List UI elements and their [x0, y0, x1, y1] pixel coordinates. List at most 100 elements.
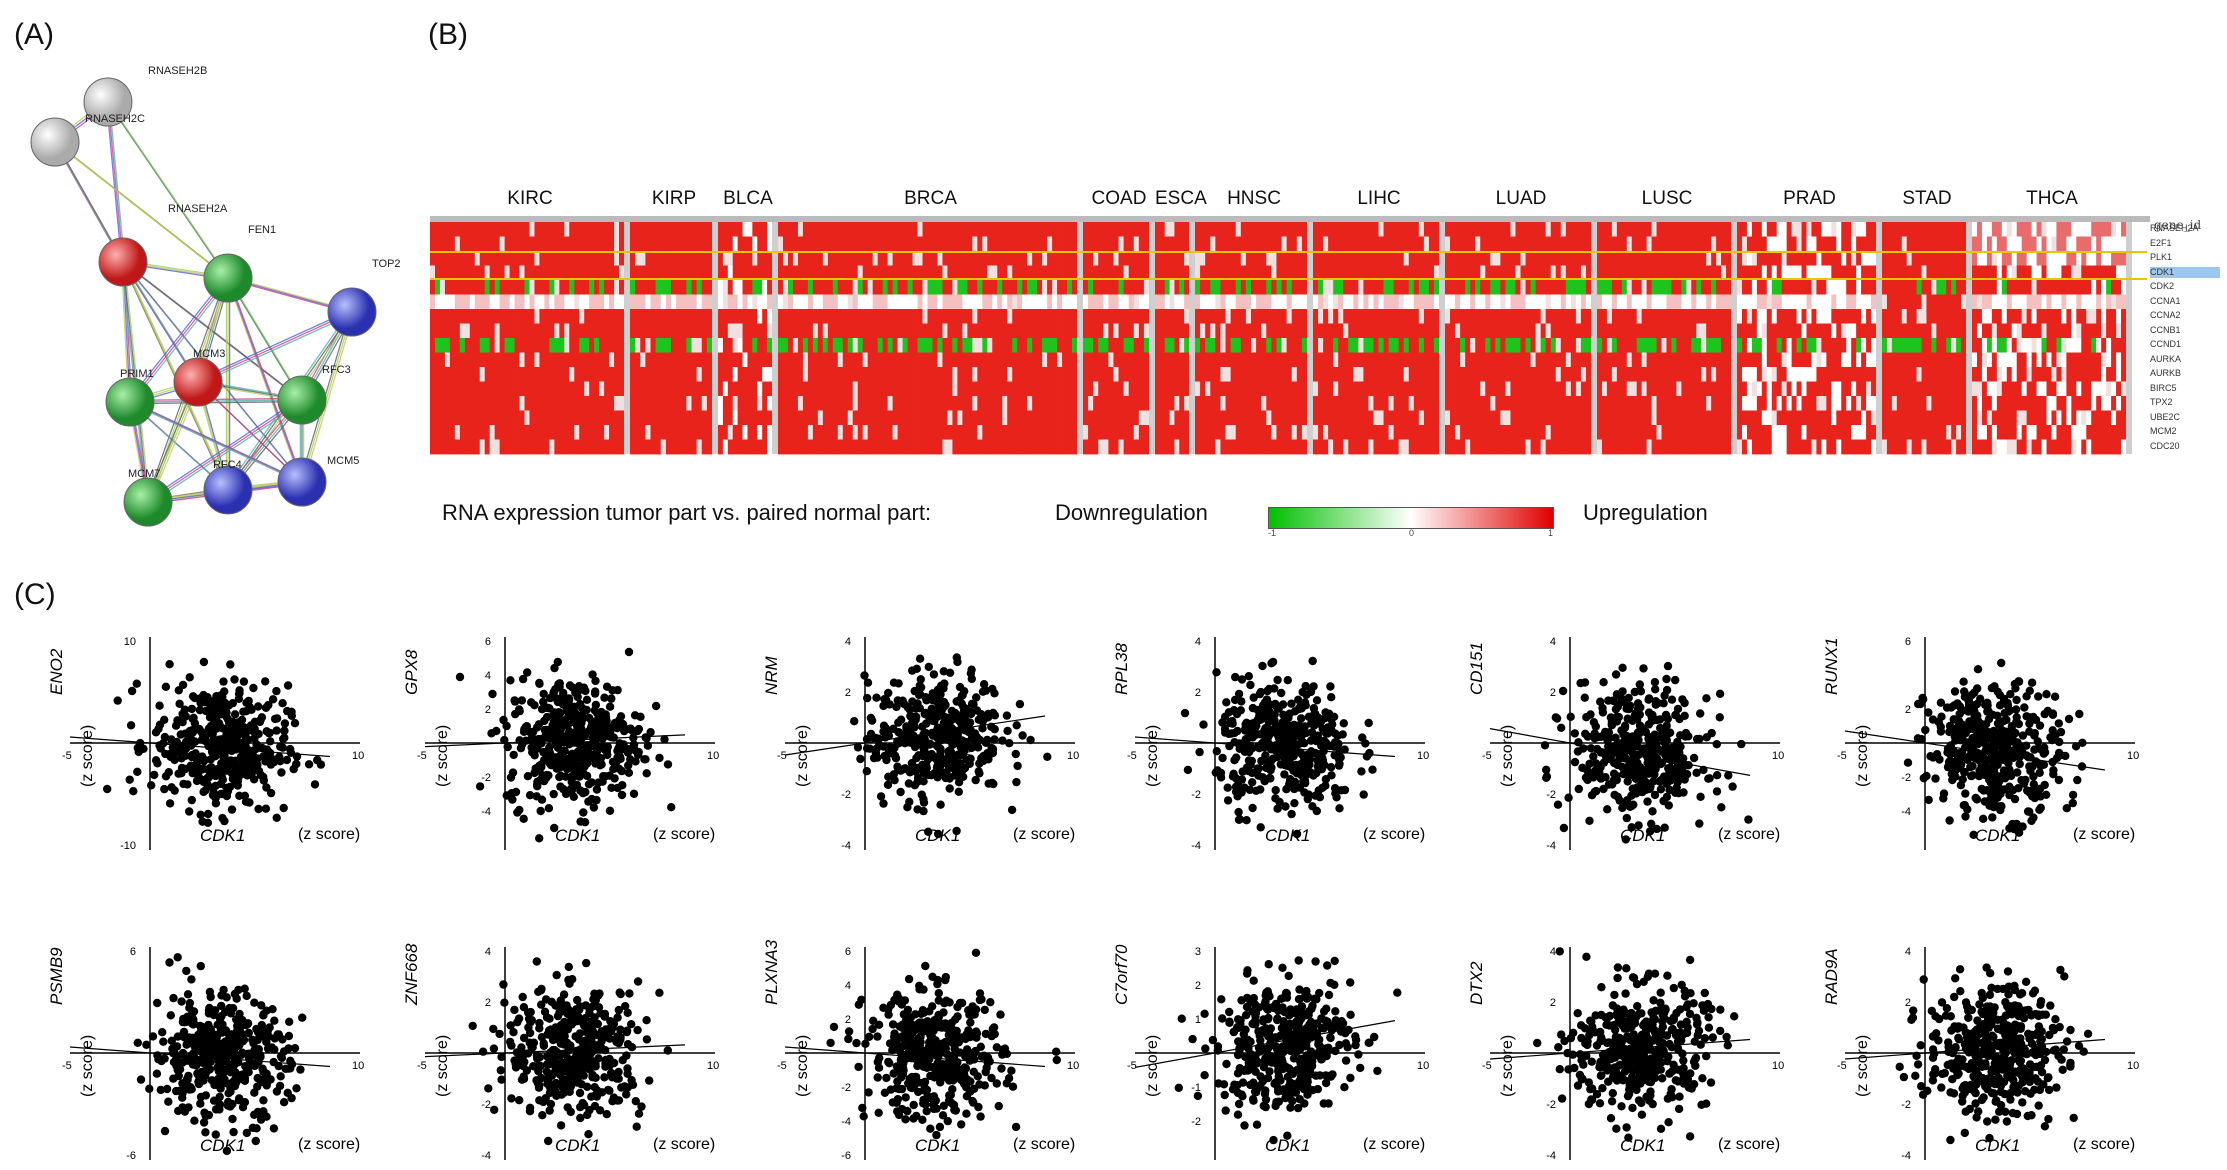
heatmap-cell: [1313, 440, 1318, 455]
heatmap-cell: [1358, 338, 1363, 353]
heatmap-cell: [1691, 353, 1696, 368]
heatmap-cell: [1716, 324, 1721, 339]
heatmap-cell: [738, 295, 743, 310]
heatmap-cell: [987, 280, 992, 295]
heatmap-cell: [661, 338, 667, 353]
heatmap-cell: [1500, 251, 1505, 266]
heatmap-cell: [559, 222, 564, 237]
heatmap-cell: [1662, 367, 1667, 382]
heatmap-cell: [1103, 222, 1108, 237]
heatmap-cell: [1802, 382, 1807, 397]
heatmap-cell: [440, 295, 445, 310]
heatmap-cell: [1617, 324, 1622, 339]
heatmap-cell: [1642, 237, 1647, 252]
heatmap-cell: [903, 280, 908, 295]
heatmap-cell: [1480, 440, 1485, 455]
heatmap-cell: [1052, 367, 1057, 382]
heatmap-cell: [1072, 280, 1077, 295]
heatmap-cell: [445, 251, 450, 266]
heatmap-cell: [788, 222, 793, 237]
heatmap-cell: [1098, 295, 1103, 310]
heatmap-cell: [1597, 353, 1602, 368]
heatmap-cell: [1851, 222, 1856, 237]
heatmap-cell: [1226, 338, 1231, 353]
heatmap-cell: [435, 251, 440, 266]
heatmap-cell: [738, 222, 743, 237]
heatmap-cell: [1997, 367, 2002, 382]
heatmap-cell: [645, 251, 651, 266]
heatmap-cell: [1348, 222, 1353, 237]
heatmap-cell: [1271, 222, 1276, 237]
heatmap-cell: [1358, 222, 1363, 237]
heatmap-header-strip: [430, 216, 2150, 222]
heatmap-cell: [656, 222, 662, 237]
heatmap-cell: [937, 222, 942, 237]
heatmap-cell: [918, 338, 923, 353]
heatmap-cell: [1866, 237, 1871, 252]
heatmap-cell: [1134, 237, 1139, 252]
heatmap-cell: [1108, 251, 1113, 266]
heatmap-cell: [1251, 237, 1256, 252]
heatmap-cell: [1767, 382, 1772, 397]
heatmap-cell: [1098, 411, 1103, 426]
heatmap-cell: [1348, 338, 1353, 353]
heatmap-cell: [1165, 440, 1170, 455]
heatmap-cell: [913, 353, 918, 368]
heatmap-cell: [828, 309, 833, 324]
heatmap-cell: [1581, 396, 1586, 411]
heatmap-cell: [500, 440, 505, 455]
heatmap-cell: [1566, 309, 1571, 324]
heatmap-cell: [614, 396, 619, 411]
heatmap-cell: [475, 367, 480, 382]
heatmap-cell: [544, 222, 549, 237]
heatmap-cell: [1323, 237, 1328, 252]
heatmap-cell: [1627, 367, 1632, 382]
heatmap-cell: [1119, 411, 1124, 426]
heatmap-cell: [520, 251, 525, 266]
heatmap-cell: [544, 324, 549, 339]
heatmap-cell: [1767, 295, 1772, 310]
heatmap-cell: [1231, 382, 1236, 397]
heatmap-cell: [470, 353, 475, 368]
heatmap-cell: [559, 440, 564, 455]
heatmap-cell: [1047, 440, 1052, 455]
heatmap-cell: [635, 295, 641, 310]
heatmap-cell: [529, 237, 534, 252]
heatmap-cell: [1856, 353, 1861, 368]
heatmap-cell: [1328, 411, 1333, 426]
heatmap-cell: [1701, 440, 1706, 455]
heatmap-cell: [1851, 295, 1856, 310]
heatmap-cell: [1777, 251, 1782, 266]
heatmap-cell: [1210, 309, 1215, 324]
heatmap-cell: [823, 396, 828, 411]
heatmap-cell: [564, 382, 569, 397]
heatmap-cell: [584, 324, 589, 339]
heatmap-cell: [1465, 295, 1470, 310]
heatmap-cell: [888, 309, 893, 324]
heatmap-cell: [1363, 367, 1368, 382]
heatmap-cell: [1093, 222, 1098, 237]
heatmap-cell: [1297, 280, 1302, 295]
heatmap-cell: [1602, 396, 1607, 411]
heatmap-cell: [1072, 324, 1077, 339]
heatmap-cell: [738, 353, 743, 368]
heatmap-cell: [972, 295, 977, 310]
heatmap-cell: [1052, 382, 1057, 397]
heatmap-cell: [1500, 338, 1505, 353]
heatmap-cell: [569, 338, 574, 353]
heatmap-cell: [1926, 440, 1931, 455]
heatmap-cell: [1607, 280, 1612, 295]
heatmap-cell: [1093, 440, 1098, 455]
heatmap-cell: [1042, 382, 1047, 397]
heatmap-cell: [1037, 338, 1042, 353]
heatmap-cell: [1490, 309, 1495, 324]
heatmap-cell: [858, 411, 863, 426]
heatmap-cell: [1882, 222, 1887, 237]
heatmap-cell: [1465, 353, 1470, 368]
heatmap-cell: [1353, 324, 1358, 339]
heatmap-cell: [1691, 396, 1696, 411]
heatmap-cell: [1816, 440, 1821, 455]
heatmap-cell: [1174, 425, 1179, 440]
heatmap-cell: [1373, 353, 1378, 368]
heatmap-cell: [987, 396, 992, 411]
